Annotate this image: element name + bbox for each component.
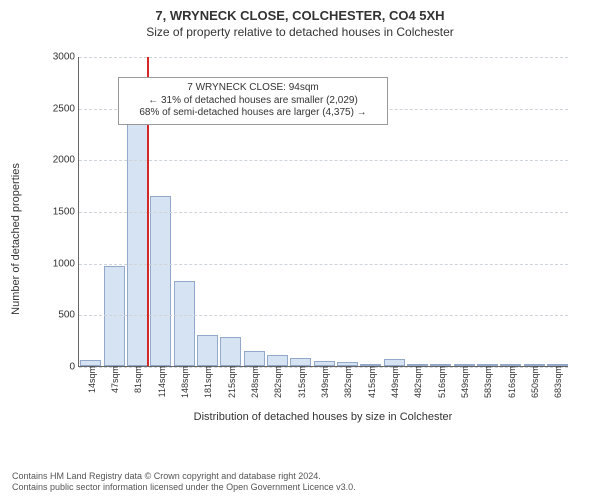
y-tick-label: 1500	[53, 207, 79, 218]
y-tick-label: 2500	[53, 103, 79, 114]
x-tick-label: 382sqm	[341, 366, 353, 398]
x-tick-label: 415sqm	[365, 366, 377, 398]
y-axis-label: Number of detached properties	[10, 163, 22, 315]
y-tick-label: 3000	[53, 52, 79, 63]
x-tick-label: 516sqm	[435, 366, 447, 398]
x-tick-label: 14sqm	[85, 366, 97, 393]
x-tick-label: 114sqm	[155, 366, 167, 397]
y-tick-label: 1000	[53, 258, 79, 269]
x-tick-label: 248sqm	[248, 366, 260, 398]
x-tick-label: 315sqm	[295, 366, 307, 398]
chart-container: Number of detached properties 0500100015…	[20, 49, 580, 429]
x-tick-label: 583sqm	[481, 366, 493, 398]
footer-line-2: Contains public sector information licen…	[12, 482, 356, 494]
gridline	[79, 160, 568, 161]
histogram-bar	[197, 335, 218, 366]
histogram-bar	[244, 351, 265, 367]
histogram-bar	[267, 355, 288, 366]
x-tick-label: 349sqm	[318, 366, 330, 398]
histogram-bar	[150, 196, 171, 367]
callout-line-3: 68% of semi-detached houses are larger (…	[125, 107, 381, 120]
footer-line-1: Contains HM Land Registry data © Crown c…	[12, 471, 356, 483]
y-tick-label: 2000	[53, 155, 79, 166]
gridline	[79, 57, 568, 58]
histogram-bar	[384, 359, 405, 366]
x-tick-label: 449sqm	[388, 366, 400, 398]
y-tick-label: 0	[69, 362, 79, 373]
gridline	[79, 315, 568, 316]
callout-box: 7 WRYNECK CLOSE: 94sqm ← 31% of detached…	[118, 77, 388, 125]
x-tick-label: 148sqm	[178, 366, 190, 398]
y-tick-label: 500	[58, 310, 79, 321]
x-tick-label: 482sqm	[411, 366, 423, 398]
histogram-bar	[127, 113, 148, 366]
x-tick-label: 282sqm	[271, 366, 283, 398]
x-tick-label: 616sqm	[505, 366, 517, 398]
x-tick-label: 47sqm	[108, 366, 120, 393]
gridline	[79, 212, 568, 213]
histogram-bar	[290, 358, 311, 366]
x-tick-label: 650sqm	[528, 366, 540, 398]
footer-attribution: Contains HM Land Registry data © Crown c…	[12, 471, 356, 494]
x-tick-label: 215sqm	[225, 366, 237, 398]
x-tick-label: 683sqm	[551, 366, 563, 398]
x-tick-label: 81sqm	[131, 366, 143, 393]
x-axis-label: Distribution of detached houses by size …	[78, 411, 568, 423]
histogram-bar	[220, 337, 241, 366]
address-title: 7, WRYNECK CLOSE, COLCHESTER, CO4 5XH	[0, 8, 600, 23]
callout-line-1: 7 WRYNECK CLOSE: 94sqm	[125, 82, 381, 95]
histogram-bar	[174, 281, 195, 366]
callout-line-2: ← 31% of detached houses are smaller (2,…	[125, 95, 381, 108]
x-tick-label: 549sqm	[458, 366, 470, 398]
x-tick-label: 181sqm	[201, 366, 213, 398]
gridline	[79, 264, 568, 265]
subtitle: Size of property relative to detached ho…	[0, 25, 600, 39]
